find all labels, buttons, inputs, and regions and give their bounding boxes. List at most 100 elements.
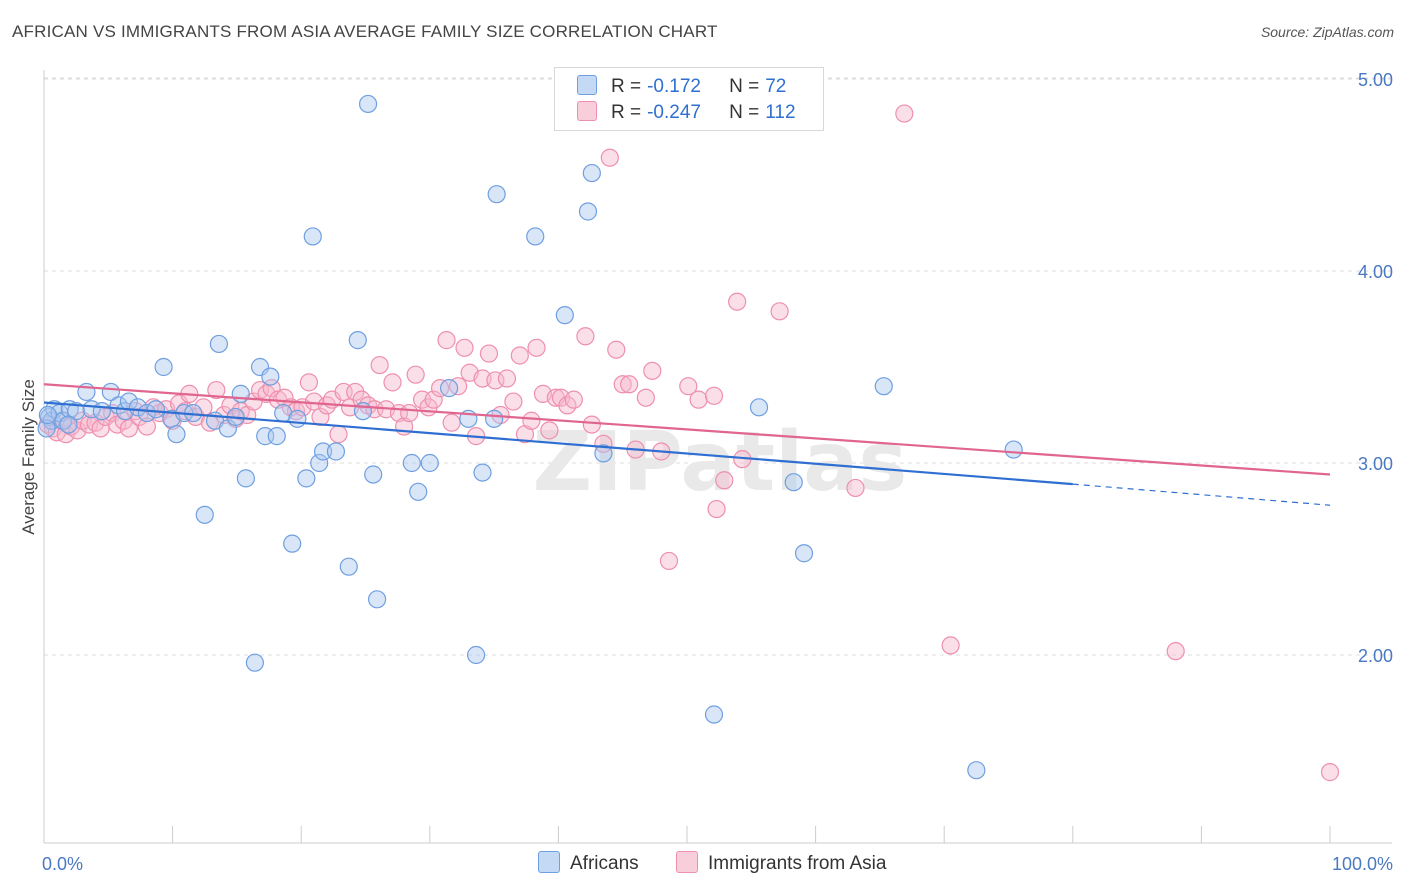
africans-point <box>209 334 228 354</box>
africans-point <box>487 185 506 204</box>
asia-point <box>442 413 461 432</box>
africans-point <box>594 444 613 463</box>
asia-point <box>455 338 474 357</box>
asia-point <box>600 148 619 167</box>
y-tick-label: 2.00 <box>1358 646 1393 666</box>
asia-point <box>564 390 583 409</box>
y-tick-label: 3.00 <box>1358 454 1393 474</box>
africans-point <box>261 367 280 386</box>
africans-point <box>38 405 57 425</box>
asia-point <box>582 415 601 434</box>
africans-point <box>402 453 421 473</box>
africans-swatch <box>577 75 597 95</box>
africans-point <box>967 761 986 780</box>
africans-point <box>409 482 428 501</box>
asia-point <box>437 331 456 350</box>
africans-point <box>146 400 165 419</box>
asia-trend-line <box>43 383 1331 476</box>
x-tick-label: 100.0% <box>1332 854 1393 874</box>
asia-point <box>424 390 443 409</box>
asia-point <box>510 346 529 365</box>
asia-point <box>1166 642 1185 661</box>
asia-point <box>406 365 425 384</box>
africans-point <box>137 403 156 423</box>
asia-point <box>448 377 468 396</box>
trend-lines <box>43 383 1331 506</box>
asia-point <box>846 478 865 498</box>
tick-labels: 2.00 3.00 4.00 5.00 0.0% 100.0% Average Family… <box>19 70 1393 874</box>
africans-point <box>326 442 346 461</box>
asia-point <box>659 551 679 571</box>
asia-point <box>576 327 595 346</box>
legend-r-value: -0.247 <box>647 102 701 123</box>
asia-point <box>207 380 226 400</box>
legend-n-value: 112 <box>765 102 796 123</box>
africans-point <box>582 163 601 183</box>
africans-point <box>794 544 814 563</box>
africans-point <box>288 409 307 428</box>
asia-point <box>137 417 156 436</box>
africans-point <box>874 377 893 396</box>
asia-point <box>486 371 505 390</box>
africans-point <box>303 227 322 246</box>
asia-swatch <box>577 101 597 121</box>
africans-point <box>313 442 333 461</box>
asia-point <box>679 377 698 396</box>
africans-point <box>128 398 147 417</box>
africans-trend-line <box>43 401 1073 486</box>
legend-label-asia: Immigrants from Asia <box>708 853 887 874</box>
africans-point <box>364 465 383 484</box>
africans-point <box>67 402 86 421</box>
legend-n-label: N = <box>729 76 760 97</box>
africans-point <box>92 402 111 421</box>
africans-point <box>348 331 367 350</box>
x-tick-label: 0.0% <box>42 854 83 874</box>
asia-point <box>79 415 99 434</box>
asia-point <box>329 425 348 444</box>
africans-point <box>367 590 387 609</box>
asia-point <box>68 421 87 440</box>
asia-point <box>704 386 724 405</box>
africans-point <box>37 419 56 438</box>
asia-point <box>299 373 319 392</box>
chart-source: Source: ZipAtlas.com <box>1260 24 1394 40</box>
africans-point <box>420 453 439 473</box>
africans-point <box>236 469 256 488</box>
legend-n-value: 72 <box>765 76 787 97</box>
africans-point <box>245 653 265 672</box>
legend-r-label: R = <box>611 76 642 97</box>
asia-point <box>262 379 281 398</box>
africans-point <box>749 398 769 417</box>
africans-point <box>578 202 598 221</box>
asia-point <box>1320 763 1340 782</box>
africans-point <box>339 557 358 576</box>
africans-point <box>310 453 329 473</box>
asia-point <box>383 373 402 392</box>
asia-point <box>689 390 708 409</box>
asia-point <box>119 419 138 438</box>
legend-item-asia: Immigrants from Asia <box>676 851 886 875</box>
asia-point <box>728 292 747 311</box>
asia-point <box>497 369 517 388</box>
asia-point <box>707 499 726 519</box>
africans-point <box>485 409 504 428</box>
africans-point <box>358 94 378 114</box>
legend-r-value: -0.172 <box>647 76 701 97</box>
africans-point <box>704 705 724 724</box>
asia-point <box>504 392 523 411</box>
asia-point <box>257 384 276 403</box>
asia-point <box>527 338 546 357</box>
africans-point <box>167 425 186 444</box>
asia-point <box>620 375 639 394</box>
legend-row-africans: R = -0.172 N = 72 <box>577 75 786 99</box>
asia-point <box>941 636 960 655</box>
chart-title: AFRICAN VS IMMIGRANTS FROM ASIA AVERAGE … <box>12 22 718 41</box>
legend-n-label: N = <box>729 102 760 123</box>
africans-point <box>439 379 459 398</box>
legend-item-africans: Africans <box>538 851 639 875</box>
asia-point <box>479 344 499 363</box>
africans-trend-extension <box>1072 483 1331 506</box>
africans-point <box>59 415 78 434</box>
asia-point <box>400 403 419 423</box>
